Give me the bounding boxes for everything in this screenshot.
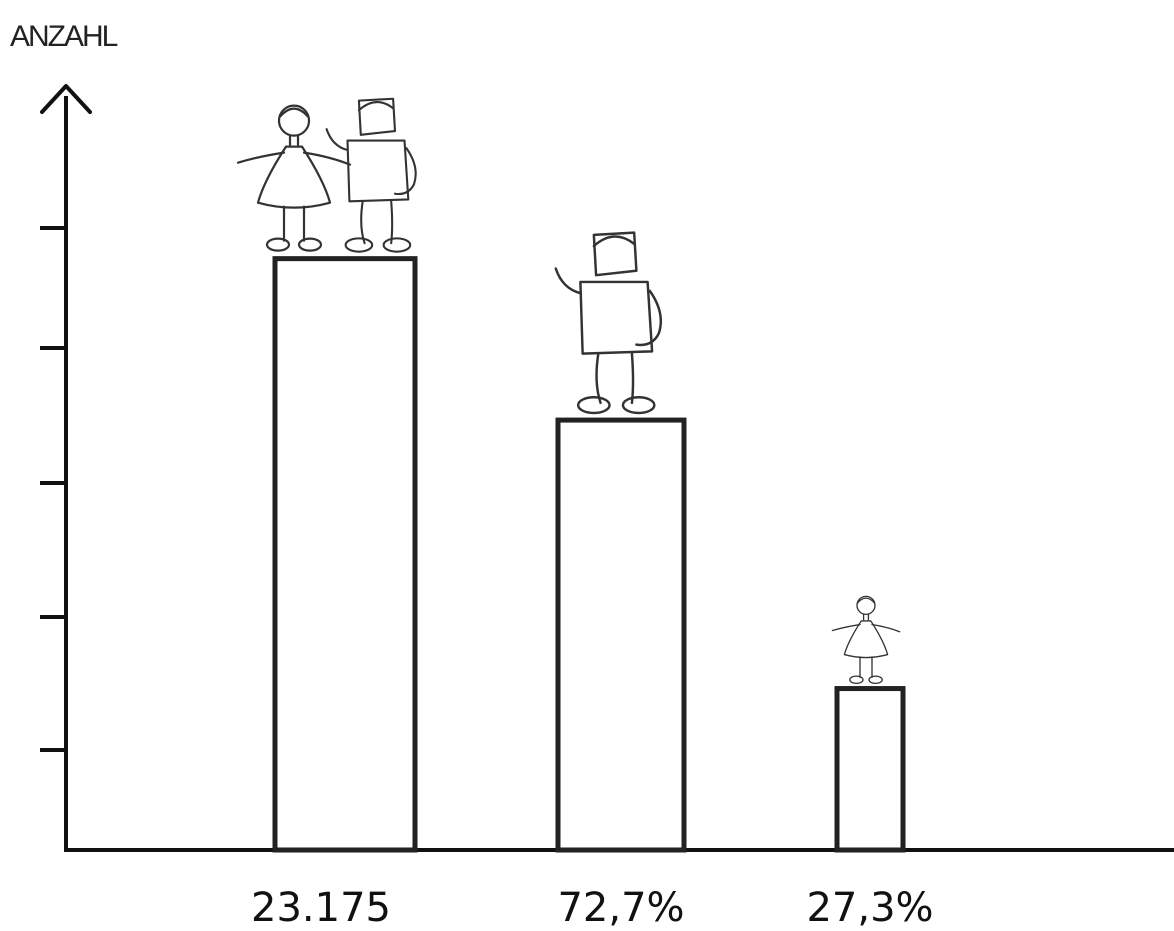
boy-hair [594,237,634,247]
boy-foot [578,397,609,413]
girl-foot [869,676,882,683]
girl-icon [238,106,350,251]
boy-arms [556,268,661,344]
girl-foot [299,239,321,251]
girl-arms [238,153,350,165]
bar-value-label: 27,3% [806,885,933,931]
girl-and-boy-icon [238,99,416,252]
boy-icon [556,233,661,413]
bar [275,259,415,850]
girl-head [279,106,309,136]
girl-head [857,596,875,614]
boy-icon [556,233,661,413]
girl-icon [832,596,899,683]
boy-legs [597,354,634,403]
girl-neck [290,136,298,145]
girl-neck [864,614,869,619]
bar-labels: 23.175 72,7% 27,3% [251,885,934,931]
boy-shirt [348,141,409,202]
boy-icon [327,99,416,252]
boy-shirt [580,282,652,354]
girl-icon [832,596,899,683]
bar-value-label: 23.175 [251,885,391,931]
girl-legs [284,207,304,241]
bars [275,259,903,850]
boy-hair [359,102,393,110]
girl-legs [860,657,872,677]
bar [558,420,684,850]
y-axis-label: ANZAHL [10,20,118,53]
boy-legs [361,201,392,243]
bar [837,689,903,850]
boy-head [359,99,395,135]
bar-value-label: 72,7% [557,885,684,931]
boy-foot [623,397,654,413]
girl-arms [832,625,899,632]
boy-head [594,233,637,276]
girl-foot [850,676,863,683]
girl-foot [267,239,289,251]
boy-foot [384,238,411,251]
boy-foot [346,238,373,251]
